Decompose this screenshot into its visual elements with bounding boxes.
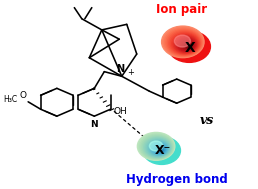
Text: X: X [185,40,196,54]
Circle shape [181,40,194,50]
Text: Hydrogen bond: Hydrogen bond [126,173,228,186]
Circle shape [157,147,165,153]
Circle shape [188,46,190,47]
Circle shape [182,41,193,50]
Circle shape [166,29,202,56]
Text: OH: OH [113,107,127,116]
Circle shape [183,42,192,49]
Circle shape [165,28,203,57]
Circle shape [140,134,173,159]
Circle shape [168,31,211,62]
Text: O: O [19,91,26,100]
Circle shape [149,141,169,156]
Circle shape [170,33,199,54]
Circle shape [163,27,203,57]
Circle shape [154,145,166,154]
Circle shape [146,139,170,157]
Circle shape [143,137,180,164]
Circle shape [151,143,167,155]
Circle shape [167,30,201,55]
Text: N: N [91,119,98,129]
Circle shape [149,141,163,151]
Circle shape [145,138,171,157]
Circle shape [186,44,191,48]
Text: Ion pair: Ion pair [156,3,207,16]
Text: vs: vs [199,114,214,127]
Circle shape [141,135,173,159]
Circle shape [142,136,172,158]
Text: X⁻: X⁻ [155,144,171,157]
Circle shape [148,140,169,156]
Circle shape [153,144,167,154]
Circle shape [169,32,200,55]
Circle shape [173,35,198,53]
Circle shape [174,35,190,47]
Circle shape [158,148,164,152]
Circle shape [160,149,163,151]
Circle shape [144,137,171,158]
Circle shape [139,133,174,160]
Circle shape [155,146,165,153]
Circle shape [185,43,191,48]
Text: +: + [127,68,134,77]
Text: N: N [116,64,125,74]
Circle shape [178,38,196,51]
Text: H₃C: H₃C [4,95,18,104]
Circle shape [172,34,199,53]
Circle shape [176,37,196,52]
Circle shape [162,26,204,58]
Circle shape [175,36,197,52]
Circle shape [137,132,175,160]
Circle shape [150,142,168,155]
Circle shape [179,39,195,51]
Circle shape [159,149,163,152]
